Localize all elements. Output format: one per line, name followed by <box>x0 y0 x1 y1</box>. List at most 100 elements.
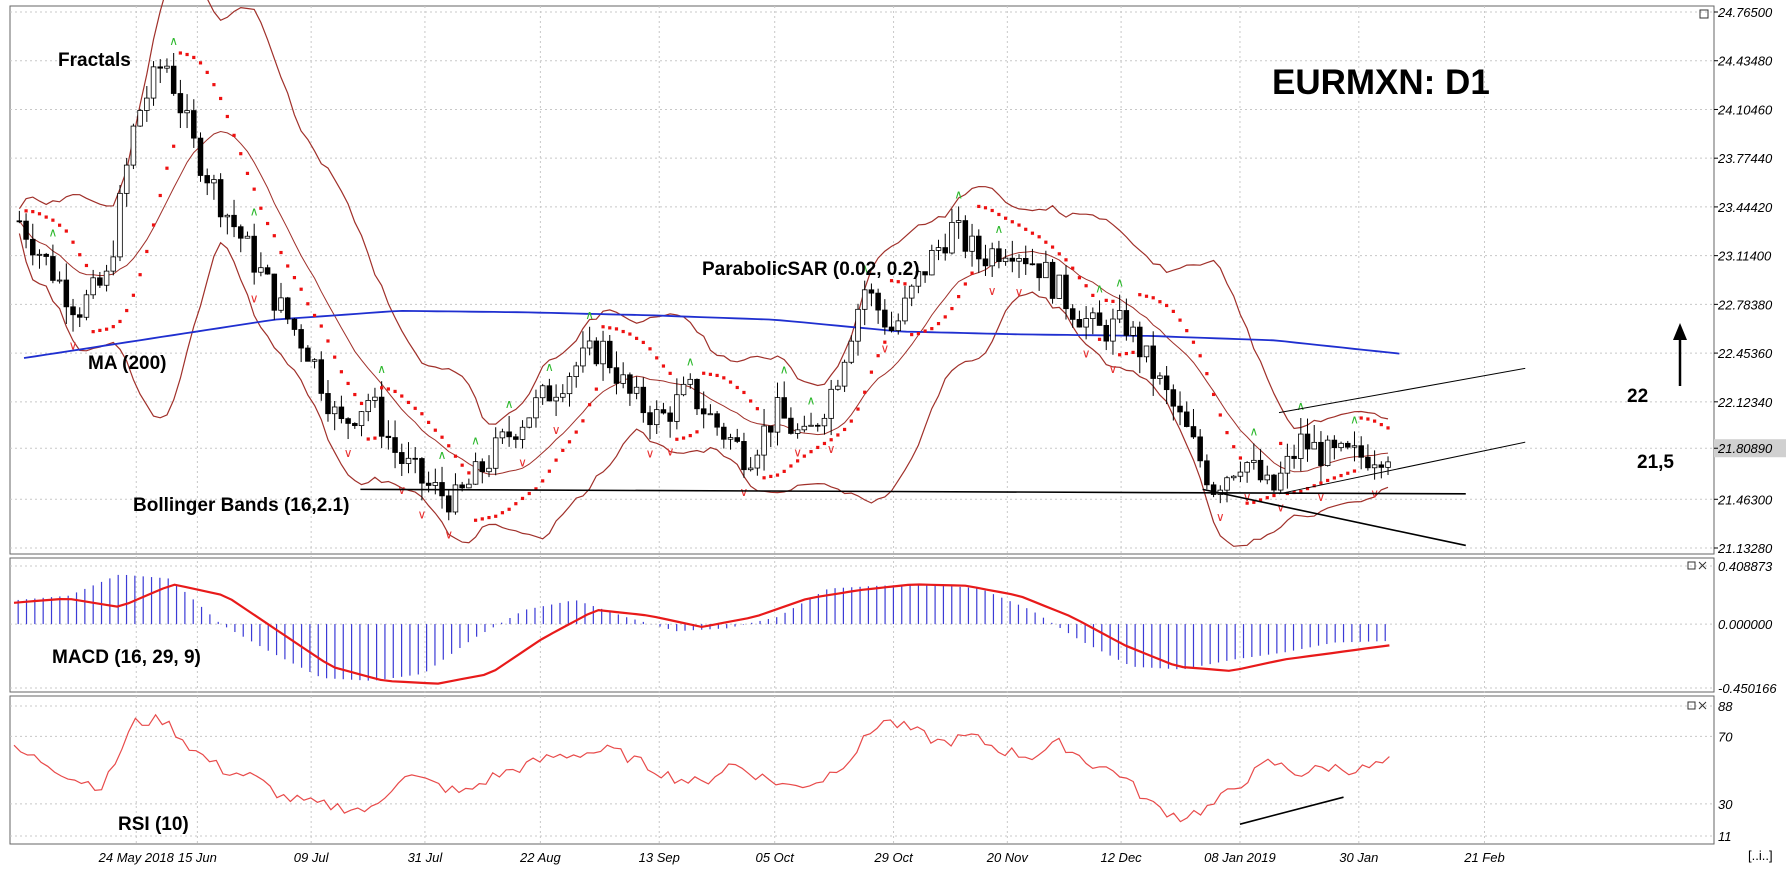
candle-body <box>217 179 224 218</box>
candle-body <box>1291 455 1297 459</box>
sar-dot <box>299 287 303 291</box>
candle-body <box>184 110 190 114</box>
sar-dot <box>1104 298 1108 302</box>
candle-body <box>1130 326 1136 336</box>
candle-body <box>935 247 942 251</box>
sar-dot <box>440 435 444 439</box>
sar-dot <box>588 403 592 407</box>
candle-body <box>338 406 345 420</box>
candle-body <box>318 359 325 394</box>
date-tick-label: 13 Sep <box>639 850 680 865</box>
sar-dot <box>265 221 270 226</box>
price-tick-label: 21.80890 <box>1717 441 1773 456</box>
sar-dot <box>1124 351 1128 356</box>
sar-dot <box>1386 426 1390 430</box>
sar-dot <box>601 325 605 329</box>
candle-body <box>298 329 304 349</box>
candle-body <box>546 385 553 402</box>
candle-body <box>573 365 579 377</box>
fractal-down-marker: ∨ <box>1317 490 1326 504</box>
fractal-up-marker: ∧ <box>1095 281 1104 295</box>
psar-label: ParabolicSAR (0.02, 0.2) <box>702 259 920 280</box>
candle-body <box>291 318 298 330</box>
sar-dot <box>775 473 780 477</box>
sar-dot <box>950 306 954 311</box>
fractal-up-marker: ∧ <box>545 360 554 374</box>
level-22-label: 22 <box>1627 386 1648 407</box>
sar-dot <box>514 502 518 506</box>
candle-body <box>922 271 928 276</box>
trend-lines <box>360 367 1526 547</box>
sar-dot <box>104 327 109 331</box>
sar-dot <box>1326 478 1330 483</box>
sar-dot <box>333 355 337 359</box>
moving-average-200 <box>23 309 1400 359</box>
sar-dot <box>245 171 250 175</box>
sar-dot <box>561 448 565 452</box>
rsi-tick-label: 30 <box>1718 797 1733 812</box>
sar-dot <box>742 390 746 395</box>
fractal-up-marker: ∧ <box>860 262 869 276</box>
candle-body <box>1009 257 1016 262</box>
candle-body <box>1170 389 1177 407</box>
candle-body <box>747 467 754 471</box>
fractal-up-marker: ∧ <box>1350 412 1359 426</box>
candle-body <box>137 110 143 127</box>
sar-dot <box>1265 496 1269 500</box>
candle-body <box>1076 319 1083 328</box>
price-tick-label: 23.11400 <box>1717 249 1772 264</box>
maximize-icon[interactable] <box>1699 9 1709 19</box>
candle-body <box>311 359 318 362</box>
sar-dot <box>829 438 833 442</box>
fractal-up-marker: ∧ <box>807 394 816 408</box>
rsi-close-icon[interactable] <box>1687 701 1707 710</box>
candle-body <box>170 65 177 94</box>
candle-body <box>204 175 210 184</box>
fractal-down-marker: ∨ <box>666 445 675 459</box>
candle-body <box>727 437 734 440</box>
candle-body <box>1324 439 1331 466</box>
candle-body <box>70 306 76 316</box>
candle-body <box>432 482 439 486</box>
candle-body <box>331 406 338 415</box>
sar-dot <box>84 263 89 268</box>
sar-dot <box>494 514 498 518</box>
sar-dot <box>614 327 619 331</box>
candle-body <box>955 220 962 223</box>
candle-body <box>902 297 908 322</box>
date-tick-label: 22 Aug <box>519 850 561 865</box>
sar-dot <box>225 114 229 119</box>
candle-body <box>1016 257 1022 262</box>
candle-body <box>1083 318 1089 328</box>
sar-dot <box>44 215 48 219</box>
candle-body <box>1277 472 1284 491</box>
rsi-plot <box>13 713 1390 825</box>
price-tick-label: 24.43480 <box>1717 54 1773 69</box>
candle-body <box>1365 456 1371 469</box>
candle-body <box>989 248 995 267</box>
sar-dot <box>574 430 578 434</box>
candle-body <box>284 297 291 320</box>
candle-body <box>345 418 351 424</box>
candle-body <box>942 247 948 254</box>
fractal-up-marker: ∧ <box>471 434 480 448</box>
candle-body <box>459 484 465 489</box>
macd-close-icon[interactable] <box>1687 561 1707 570</box>
candle-body <box>1351 445 1358 448</box>
fractal-down-marker: ∨ <box>418 507 427 521</box>
candle-body <box>1371 464 1378 469</box>
fractal-down-marker: ∨ <box>1276 501 1285 515</box>
fractal-down-marker: ∨ <box>740 485 749 499</box>
fractal-up-marker: ∧ <box>1296 399 1305 413</box>
sar-dot <box>1024 227 1028 231</box>
candle-body <box>1257 459 1264 481</box>
sar-dot <box>1077 276 1082 280</box>
sar-dot <box>581 419 585 423</box>
candle-body <box>1298 433 1304 459</box>
sar-dot <box>198 61 203 65</box>
candle-body <box>969 235 975 252</box>
sar-dot <box>1178 318 1182 322</box>
sar-dot <box>1245 501 1249 505</box>
sar-dot <box>1373 419 1377 423</box>
corner-marker: [..i..] <box>1748 848 1773 863</box>
